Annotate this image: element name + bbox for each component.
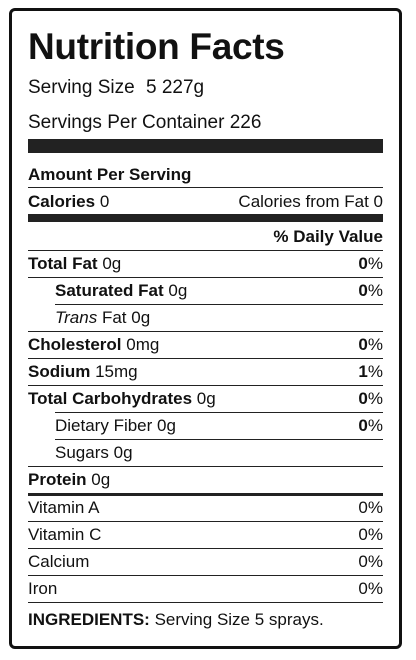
divider bbox=[28, 277, 383, 278]
divider bbox=[28, 521, 383, 522]
percent-sign: % bbox=[367, 389, 383, 408]
nutrient-dv: 0 bbox=[358, 254, 368, 273]
vitamin-row-vitamin-a: Vitamin A 0% bbox=[28, 497, 383, 519]
divider bbox=[55, 304, 383, 305]
nutrient-row-cholesterol: Cholesterol 0mg 0% bbox=[28, 334, 383, 356]
nutrient-amount: 0g bbox=[91, 470, 111, 489]
vitamin-name: Calcium bbox=[28, 552, 90, 571]
serving-size-label: Serving Size bbox=[28, 77, 135, 98]
nutrient-row-saturated-fat: Saturated Fat 0g 0% bbox=[28, 280, 383, 302]
serving-size-amount: 227g bbox=[161, 77, 205, 98]
nutrient-name: Sugars bbox=[55, 443, 109, 462]
vitamin-name: Vitamin C bbox=[28, 525, 102, 544]
nutrient-name: Dietary Fiber bbox=[55, 416, 153, 435]
percent-sign: % bbox=[367, 254, 383, 273]
vitamin-name: Iron bbox=[28, 579, 58, 598]
divider bbox=[28, 466, 383, 467]
ingredients: INGREDIENTS: Serving Size 5 sprays. bbox=[28, 609, 324, 631]
nutrient-name: Total Carbohydrates bbox=[28, 389, 193, 408]
nutrient-row-sugars: Sugars 0g bbox=[28, 442, 383, 464]
vitamin-name: Vitamin A bbox=[28, 498, 100, 517]
nutrient-amount: 0g bbox=[168, 281, 188, 300]
calories-from-fat-label: Calories from Fat bbox=[238, 192, 369, 211]
nutrient-amount: 0g bbox=[102, 254, 122, 273]
thick-divider bbox=[28, 139, 383, 153]
nutrient-name-italic: Trans bbox=[55, 308, 98, 327]
calories-from-fat-value: 0 bbox=[373, 192, 383, 211]
divider bbox=[28, 250, 383, 251]
percent-sign: % bbox=[367, 416, 383, 435]
nutrient-amount: 0mg bbox=[126, 335, 160, 354]
nutrient-dv: 0 bbox=[358, 389, 368, 408]
nutrient-name: Saturated Fat bbox=[55, 281, 164, 300]
divider bbox=[28, 548, 383, 549]
nutrient-name: Protein bbox=[28, 470, 87, 489]
percent-sign: % bbox=[367, 281, 383, 300]
nutrient-row-trans-fat: Trans Fat 0g bbox=[28, 307, 383, 329]
nutrient-dv: 0 bbox=[358, 335, 368, 354]
ingredients-label: INGREDIENTS: bbox=[28, 610, 150, 629]
vitamin-dv: 0% bbox=[358, 498, 383, 517]
vitamin-dv: 0% bbox=[358, 579, 383, 598]
nutrient-name: Fat bbox=[101, 308, 127, 327]
nutrient-name: Cholesterol bbox=[28, 335, 122, 354]
vitamin-row-iron: Iron 0% bbox=[28, 578, 383, 600]
amount-per-serving-row: Amount Per Serving bbox=[28, 164, 383, 186]
percent-sign: % bbox=[367, 335, 383, 354]
nutrient-name: Total Fat bbox=[28, 254, 98, 273]
daily-value-header-row: % Daily Value bbox=[28, 226, 383, 248]
divider bbox=[55, 439, 383, 440]
vitamin-dv: 0% bbox=[358, 552, 383, 571]
nutrient-amount: 0g bbox=[196, 389, 216, 408]
nutrient-amount: 15mg bbox=[95, 362, 138, 381]
label-title: Nutrition Facts bbox=[28, 26, 285, 67]
divider bbox=[28, 385, 383, 386]
nutrient-name: Sodium bbox=[28, 362, 91, 381]
vitamin-row-vitamin-c: Vitamin C 0% bbox=[28, 524, 383, 546]
divider bbox=[55, 412, 383, 413]
divider bbox=[28, 602, 383, 603]
nutrient-dv: 0 bbox=[358, 416, 368, 435]
nutrient-dv: 1 bbox=[358, 362, 368, 381]
nutrient-amount: 0g bbox=[131, 308, 151, 327]
nutrient-row-dietary-fiber: Dietary Fiber 0g 0% bbox=[28, 415, 383, 437]
nutrient-row-sodium: Sodium 15mg 1% bbox=[28, 361, 383, 383]
divider bbox=[28, 187, 383, 188]
nutrient-amount: 0g bbox=[157, 416, 176, 435]
nutrient-row-total-carbohydrates: Total Carbohydrates 0g 0% bbox=[28, 388, 383, 410]
calories-row: Calories 0 Calories from Fat 0 bbox=[28, 191, 383, 213]
nutrition-label: Nutrition Facts Serving Size 5 227g Serv… bbox=[9, 8, 402, 649]
percent-sign: % bbox=[367, 362, 383, 381]
divider bbox=[28, 575, 383, 576]
calories-value: 0 bbox=[99, 192, 110, 211]
ingredients-text: Serving Size 5 sprays. bbox=[154, 610, 324, 629]
nutrient-amount: 0g bbox=[113, 443, 133, 462]
amount-per-serving: Amount Per Serving bbox=[28, 165, 192, 184]
vitamin-dv: 0% bbox=[358, 525, 383, 544]
daily-value-header: % Daily Value bbox=[273, 227, 383, 246]
serving-size: Serving Size 5 227g bbox=[28, 76, 204, 100]
divider bbox=[28, 331, 383, 332]
serving-size-qty: 5 bbox=[145, 77, 157, 98]
thick-divider bbox=[28, 493, 383, 496]
nutrient-row-protein: Protein 0g bbox=[28, 469, 383, 491]
vitamin-row-calcium: Calcium 0% bbox=[28, 551, 383, 573]
nutrient-dv: 0 bbox=[358, 281, 368, 300]
divider bbox=[28, 358, 383, 359]
medium-divider bbox=[28, 214, 383, 222]
calories-label: Calories bbox=[28, 192, 96, 211]
nutrient-row-total-fat: Total Fat 0g 0% bbox=[28, 253, 383, 275]
servings-per-container: Servings Per Container 226 bbox=[28, 112, 262, 133]
